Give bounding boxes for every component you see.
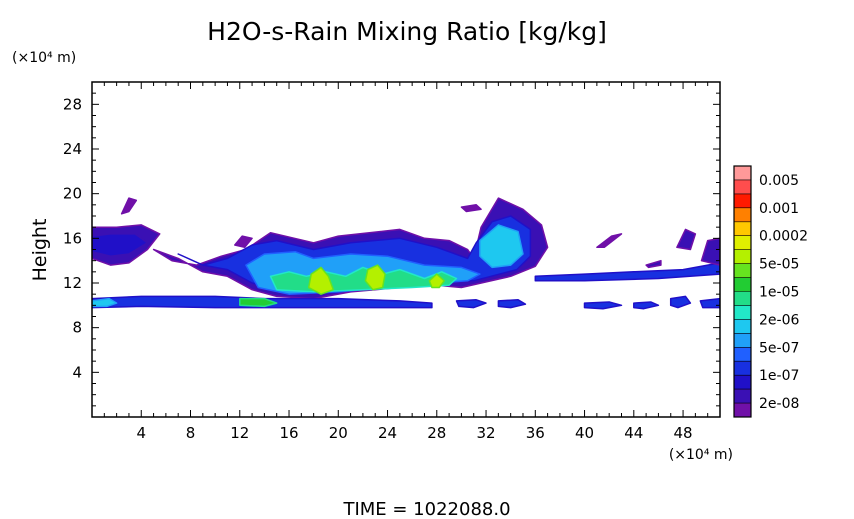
chart-title: H2O-s-Rain Mixing Ratio [kg/kg] <box>207 17 607 46</box>
y-axis-unit-label: (×10⁴ m) <box>12 50 76 66</box>
field-region-2 <box>92 233 149 257</box>
colorbar-swatch <box>734 249 751 264</box>
x-tick-label: 4 <box>136 424 146 442</box>
colorbar-swatch <box>734 319 751 334</box>
colorbar-swatch <box>734 207 751 223</box>
colorbar-swatch <box>734 389 751 404</box>
colorbar-label: 2e-06 <box>759 312 799 328</box>
field-region-16 <box>633 301 660 310</box>
field-regions <box>92 197 720 310</box>
x-axis-unit-label: (×10⁴ m) <box>669 447 733 463</box>
x-tick-label: 32 <box>476 424 495 442</box>
colorbar-label: 5e-05 <box>759 257 799 273</box>
colorbar: 0.005 0.001 0.0002 5e-05 1e-05 2e-06 5e-07 1e-0… <box>733 165 808 418</box>
field-region-9 <box>428 273 445 289</box>
x-tick-label: 40 <box>575 424 594 442</box>
x-axis-ticks: 4 8 12 16 20 24 28 32 36 40 44 48 <box>103 82 709 442</box>
colorbar-swatch <box>734 235 751 250</box>
plot-area <box>91 81 721 418</box>
colorbar-swatch <box>734 403 751 418</box>
colorbar-swatch <box>734 361 751 376</box>
time-label: TIME = 1022088.0 <box>342 499 510 519</box>
colorbar-swatch <box>734 277 751 292</box>
field-region-24 <box>596 233 623 249</box>
field-region-13 <box>455 299 487 309</box>
field-region-19 <box>534 262 720 282</box>
x-tick-label: 20 <box>329 424 348 442</box>
y-tick-label: 16 <box>63 229 82 247</box>
colorbar-swatch <box>734 305 751 320</box>
colorbar-swatch <box>734 166 751 181</box>
colorbar-label: 0.001 <box>759 201 799 217</box>
field-region-26 <box>460 204 482 213</box>
y-axis-label: Height <box>29 219 51 282</box>
x-tick-label: 28 <box>427 424 446 442</box>
field-region-21 <box>676 228 697 251</box>
field-region-17 <box>669 295 692 309</box>
field-region-23 <box>234 235 253 249</box>
y-tick-label: 24 <box>63 140 82 158</box>
colorbar-swatch <box>734 291 751 306</box>
x-tick-label: 8 <box>186 424 196 442</box>
x-tick-label: 44 <box>624 424 643 442</box>
colorbar-label: 1e-05 <box>759 285 799 301</box>
field-region-8 <box>364 264 386 291</box>
x-tick-label: 36 <box>526 424 545 442</box>
y-axis-ticks: 4 8 12 16 20 24 28 <box>63 92 720 407</box>
colorbar-label: 0.0002 <box>759 229 808 245</box>
field-region-12 <box>239 297 278 308</box>
field-region-5 <box>479 224 524 269</box>
field-region-25 <box>645 259 662 269</box>
colorbar-label: 1e-07 <box>759 368 799 384</box>
field-region-11 <box>92 297 118 308</box>
field-region-15 <box>583 301 623 310</box>
colorbar-swatch <box>734 179 751 195</box>
field-region-18 <box>699 297 720 309</box>
colorbar-frame <box>733 165 752 418</box>
x-tick-label: 16 <box>279 424 298 442</box>
colorbar-swatch <box>734 263 751 278</box>
x-tick-label: 12 <box>230 424 249 442</box>
colorbar-swatch <box>734 333 751 348</box>
colorbar-swatch <box>734 193 751 209</box>
colorbar-swatch <box>734 375 751 390</box>
x-tick-label: 24 <box>378 424 397 442</box>
y-tick-label: 4 <box>72 363 82 381</box>
colorbar-swatch <box>734 347 751 362</box>
x-tick-label: 48 <box>674 424 693 442</box>
colorbar-label: 5e-07 <box>759 340 799 356</box>
colorbar-label: 2e-08 <box>759 396 799 412</box>
field-region-7 <box>307 266 335 295</box>
y-tick-label: 12 <box>63 274 82 292</box>
y-tick-label: 20 <box>63 185 82 203</box>
colorbar-swatch <box>734 221 751 237</box>
colorbar-label: 0.005 <box>759 173 799 189</box>
y-tick-label: 28 <box>63 95 82 113</box>
field-region-14 <box>497 299 527 309</box>
field-region-22 <box>120 197 138 215</box>
y-tick-label: 8 <box>72 319 82 337</box>
field-region-20 <box>700 237 720 266</box>
